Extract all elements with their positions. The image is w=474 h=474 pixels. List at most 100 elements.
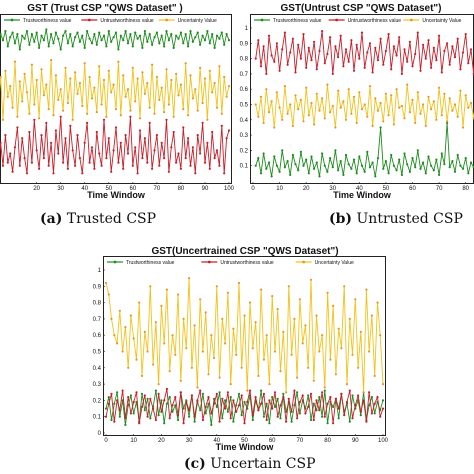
caption-a-letter: (a) bbox=[40, 211, 63, 227]
data-point bbox=[321, 30, 324, 33]
data-point bbox=[265, 167, 268, 170]
data-point bbox=[331, 166, 334, 169]
data-point bbox=[143, 30, 146, 33]
data-point bbox=[6, 45, 9, 48]
data-point bbox=[403, 48, 406, 51]
data-point bbox=[265, 418, 268, 422]
data-point bbox=[199, 409, 202, 412]
data-point bbox=[384, 49, 387, 53]
data-point bbox=[368, 404, 371, 407]
data-point bbox=[190, 394, 193, 397]
data-point bbox=[210, 334, 213, 337]
data-point bbox=[227, 85, 231, 88]
data-point bbox=[90, 146, 94, 149]
data-point bbox=[0, 75, 2, 79]
data-point bbox=[357, 366, 360, 369]
data-point bbox=[171, 410, 174, 413]
data-point bbox=[69, 33, 72, 36]
data-point bbox=[126, 152, 130, 155]
data-point bbox=[170, 146, 173, 149]
data-point bbox=[78, 82, 81, 85]
data-point bbox=[424, 172, 427, 175]
data-point bbox=[297, 43, 300, 46]
data-point bbox=[141, 71, 144, 74]
data-point bbox=[206, 30, 209, 33]
data-point bbox=[90, 97, 94, 100]
data-point bbox=[163, 422, 166, 425]
data-point bbox=[160, 141, 163, 144]
y-tick-label: 0.9 bbox=[240, 41, 249, 47]
data-point bbox=[138, 117, 142, 120]
y-tick-label: 0.7 bbox=[93, 317, 102, 323]
data-point bbox=[204, 405, 207, 408]
data-point bbox=[203, 77, 207, 80]
data-point bbox=[229, 417, 232, 420]
data-point bbox=[291, 37, 294, 40]
data-point bbox=[355, 43, 358, 46]
data-point bbox=[154, 418, 157, 422]
data-point bbox=[224, 407, 227, 410]
data-point bbox=[86, 112, 89, 115]
data-point bbox=[337, 56, 340, 59]
x-tick-label: 60 bbox=[269, 438, 276, 444]
data-point bbox=[212, 397, 216, 400]
data-point bbox=[1, 39, 5, 42]
x-tick-label: 0 bbox=[251, 186, 255, 192]
data-point bbox=[206, 118, 209, 121]
data-point bbox=[110, 170, 113, 173]
data-point bbox=[13, 42, 17, 45]
data-point bbox=[310, 155, 313, 158]
data-point bbox=[345, 400, 349, 404]
data-point bbox=[83, 141, 86, 144]
data-point bbox=[275, 164, 278, 167]
data-point bbox=[360, 31, 364, 34]
data-point bbox=[374, 46, 377, 50]
data-point bbox=[76, 134, 79, 137]
data-point bbox=[321, 415, 324, 418]
data-point bbox=[286, 63, 289, 66]
data-point bbox=[50, 141, 53, 144]
data-point bbox=[414, 121, 417, 124]
data-point bbox=[283, 166, 286, 169]
data-point bbox=[30, 161, 33, 164]
x-tick-label: 100 bbox=[378, 438, 389, 444]
data-point bbox=[291, 124, 294, 127]
data-point bbox=[167, 39, 170, 42]
data-point bbox=[184, 33, 187, 36]
data-point bbox=[215, 34, 219, 37]
data-point bbox=[215, 106, 219, 109]
data-point bbox=[392, 45, 395, 48]
data-point bbox=[175, 34, 178, 37]
data-point bbox=[416, 31, 419, 34]
y-tick-label: 0.9 bbox=[93, 284, 102, 290]
data-point bbox=[262, 415, 265, 418]
x-tick-label: 80 bbox=[178, 186, 185, 192]
data-point bbox=[149, 285, 152, 288]
plot-frame-b bbox=[250, 14, 474, 184]
data-point bbox=[307, 394, 310, 397]
data-point bbox=[155, 75, 158, 79]
data-point bbox=[4, 134, 7, 137]
data-point bbox=[170, 78, 173, 82]
data-point bbox=[182, 422, 185, 425]
data-point bbox=[93, 33, 96, 36]
data-point bbox=[117, 161, 120, 164]
data-point bbox=[287, 285, 290, 288]
data-point bbox=[390, 94, 393, 97]
data-point bbox=[384, 92, 387, 95]
data-point bbox=[286, 112, 289, 115]
caption-a: (a) Trusted CSP bbox=[40, 211, 156, 227]
data-point bbox=[291, 153, 294, 157]
data-point bbox=[276, 308, 279, 311]
data-point bbox=[225, 95, 228, 98]
series-line-2 bbox=[255, 31, 474, 74]
y-tick-label: 0.2 bbox=[93, 398, 102, 404]
data-point bbox=[354, 298, 357, 301]
data-point bbox=[273, 60, 276, 63]
data-point bbox=[188, 415, 191, 418]
data-point bbox=[443, 92, 446, 95]
data-point bbox=[114, 108, 118, 111]
data-point bbox=[318, 350, 321, 353]
data-point bbox=[302, 33, 305, 36]
data-point bbox=[243, 422, 246, 425]
